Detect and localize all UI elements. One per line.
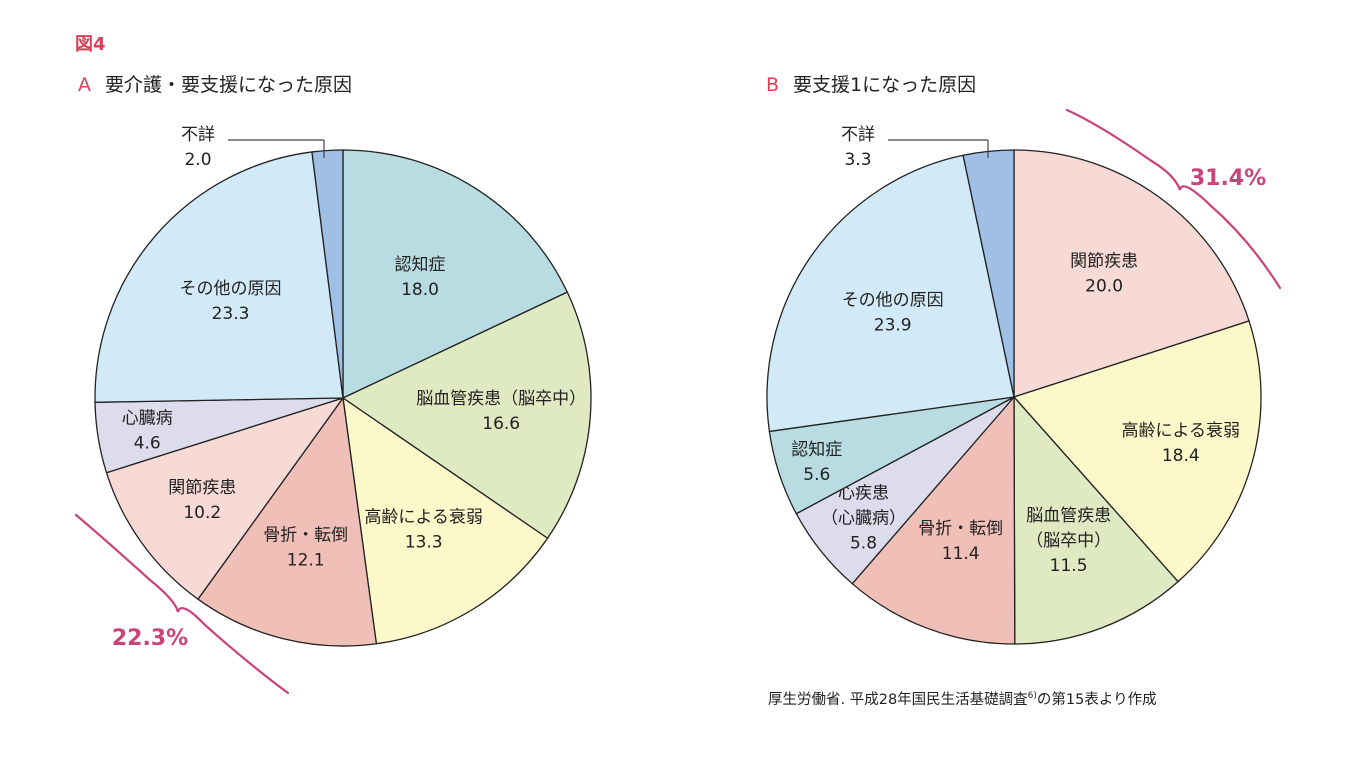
pie-a-slice-6-label: その他の原因: [180, 279, 282, 299]
pie-b-slice-2-label: （脳卒中）: [1026, 531, 1111, 551]
pie-b-slice-0: [1013, 149, 1250, 398]
pie-a-slice-1-label: 脳血管疾患（脳卒中）: [416, 389, 586, 409]
pie-b-slice-7-label: 不詳: [841, 125, 875, 145]
chart-b-letter: B: [766, 74, 780, 96]
pie-a-slice-3-value: 12.1: [287, 551, 325, 571]
pie-b-slice-0-label: 関節疾患: [1070, 252, 1138, 272]
pie-b-slice-1-value: 18.4: [1162, 446, 1200, 466]
source-text: 厚生労働省. 平成28年国民生活基礎調査: [768, 692, 1028, 708]
pie-a-slice-2: [342, 396, 549, 645]
pie-a-slice-0-value: 18.0: [401, 280, 439, 300]
pie-a-slice-4-label: 関節疾患: [168, 478, 236, 498]
pie-b-slice-6-label: その他の原因: [842, 290, 944, 310]
pie-b-slice-3-value: 11.4: [942, 544, 980, 564]
pie-b-slice-7-value: 3.3: [844, 150, 871, 170]
pie-a-slice-0-label: 認知症: [395, 255, 446, 275]
pie-a-slice-3: [197, 396, 378, 647]
pie-a-slice-6-value: 23.3: [212, 304, 250, 324]
pie-b-slice-2-label: 脳血管疾患: [1026, 506, 1111, 526]
chart-a-title-text: 要介護・要支援になった原因: [105, 74, 353, 96]
pie-b-slice-1-label: 高齢による衰弱: [1122, 421, 1241, 441]
pie-b-slice-6: [766, 154, 1015, 433]
source-superscript: 6): [1027, 691, 1037, 702]
pie-b-slice-4-label: （心臓病）: [821, 508, 906, 528]
pie-b-slice-4-label: 心疾患: [838, 483, 889, 503]
pie-a-slice-7-value: 2.0: [184, 150, 211, 170]
pie-b-slice-4-value: 5.8: [850, 533, 877, 553]
pie-b-slice-6-value: 23.9: [874, 315, 912, 335]
pie-a-slice-0: [342, 149, 569, 400]
pie-a-slice-7: [311, 149, 344, 399]
source-note: 厚生労働省. 平成28年国民生活基礎調査6)の第15表より作成: [768, 688, 1157, 709]
pie-b-slice-2: [1013, 395, 1179, 645]
pie-a-annotation: 22.3%: [112, 626, 188, 651]
pie-b-slice-5-label: 認知症: [791, 440, 842, 460]
pie-a-slice-2-value: 13.3: [405, 532, 443, 552]
pie-a-slice-5-value: 4.6: [134, 433, 161, 453]
pie-b-slice-5-value: 5.6: [803, 465, 830, 485]
figure-label: 図4: [75, 34, 106, 55]
pie-b-slice-3: [851, 395, 1016, 645]
chart-a-title: A 要介護・要支援になった原因: [78, 70, 352, 97]
pie-a-slice-3-label: 骨折・転倒: [263, 526, 348, 546]
pie-a-slice-7-label: 不詳: [181, 125, 215, 145]
pie-b-slice-3-label: 骨折・転倒: [918, 519, 1003, 539]
pie-a: 認知症 18.0 脳血管疾患（脳卒中） 16.6 高齢による衰弱 13.3 骨折・転倒 12.…: [74, 125, 592, 695]
pie-b-slice-0-value: 20.0: [1085, 277, 1123, 297]
pie-a-slice-4-value: 10.2: [183, 503, 221, 523]
pie-b: 関節疾患 20.0 高齢による衰弱 18.4 脳血管疾患 （脳卒中） 11.5 骨折・転倒 11…: [766, 108, 1282, 645]
pie-a-slice-1-value: 16.6: [482, 414, 520, 434]
pie-a-brace: [74, 513, 290, 695]
chart-b-title-text: 要支援1になった原因: [793, 74, 977, 96]
pie-b-brace: [1065, 108, 1282, 290]
pie-a-slice-6: [94, 151, 344, 403]
pie-a-slice-4: [105, 396, 345, 601]
chart-a-letter: A: [78, 74, 91, 96]
chart-b-title: B 要支援1になった原因: [766, 70, 976, 97]
source-suffix: の第15表より作成: [1036, 692, 1157, 708]
pie-b-slice-2-value: 11.5: [1050, 556, 1088, 576]
pie-a-slice-1: [341, 291, 592, 540]
pie-b-annotation: 31.4%: [1190, 166, 1266, 191]
pie-b-slice-1: [1012, 320, 1262, 583]
pie-a-slice-5-label: 心臓病: [122, 408, 173, 428]
pie-a-slice-2-label: 高齢による衰弱: [364, 507, 483, 527]
